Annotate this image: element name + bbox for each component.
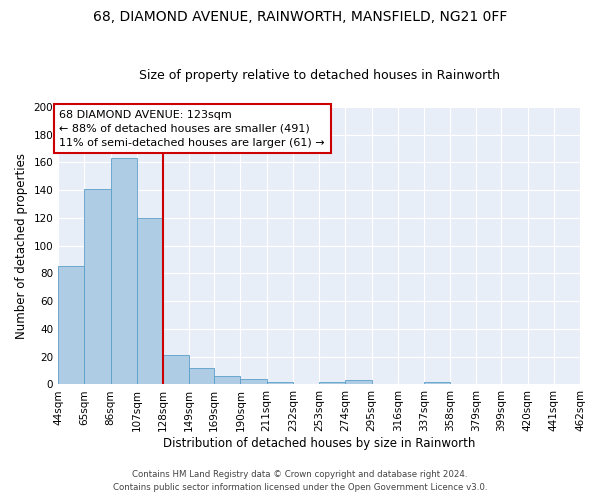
Bar <box>214 376 241 384</box>
Bar <box>266 382 293 384</box>
Y-axis label: Number of detached properties: Number of detached properties <box>15 152 28 338</box>
Text: 68 DIAMOND AVENUE: 123sqm
← 88% of detached houses are smaller (491)
11% of semi: 68 DIAMOND AVENUE: 123sqm ← 88% of detac… <box>59 110 325 148</box>
Bar <box>85 188 110 384</box>
Bar <box>345 380 371 384</box>
Text: Contains public sector information licensed under the Open Government Licence v3: Contains public sector information licen… <box>113 484 487 492</box>
Text: 68, DIAMOND AVENUE, RAINWORTH, MANSFIELD, NG21 0FF: 68, DIAMOND AVENUE, RAINWORTH, MANSFIELD… <box>93 10 507 24</box>
Bar <box>319 382 345 384</box>
Text: Contains HM Land Registry data © Crown copyright and database right 2024.: Contains HM Land Registry data © Crown c… <box>132 470 468 479</box>
Bar <box>163 356 189 384</box>
X-axis label: Distribution of detached houses by size in Rainworth: Distribution of detached houses by size … <box>163 437 475 450</box>
Bar <box>58 266 85 384</box>
Bar <box>137 218 163 384</box>
Bar <box>189 368 214 384</box>
Bar <box>241 379 266 384</box>
Title: Size of property relative to detached houses in Rainworth: Size of property relative to detached ho… <box>139 69 500 82</box>
Bar <box>424 382 450 384</box>
Bar <box>110 158 137 384</box>
